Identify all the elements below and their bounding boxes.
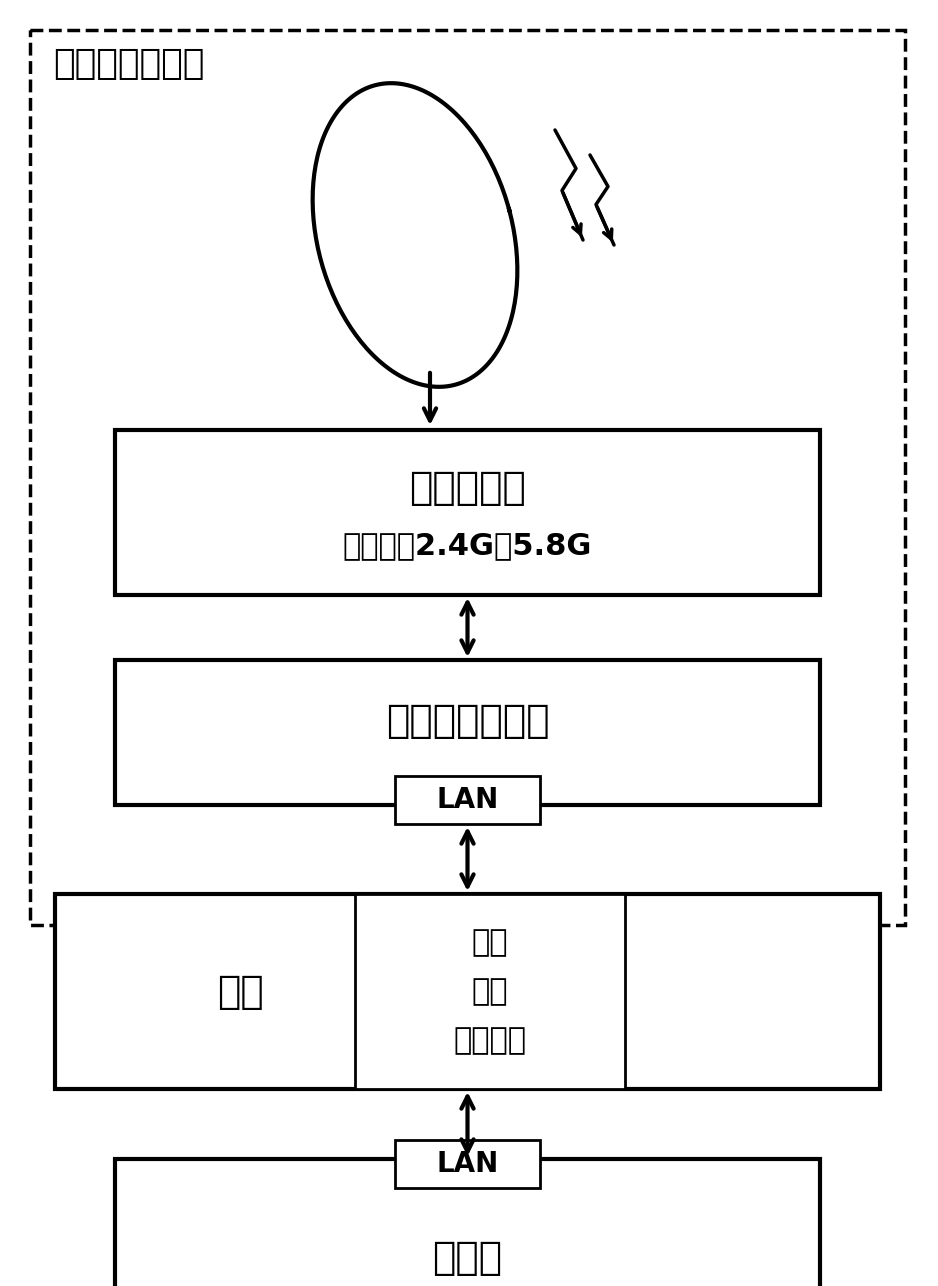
Text: 嵌入式主控模块: 嵌入式主控模块 <box>386 702 550 739</box>
Bar <box>30 30 905 925</box>
Bar <box>395 1139 540 1188</box>
Bar <box>355 894 625 1089</box>
Bar <box>115 430 820 595</box>
Bar <box>115 660 820 805</box>
Bar <box>55 894 880 1089</box>
Text: 接收机模块: 接收机模块 <box>409 469 526 507</box>
Text: 上位机: 上位机 <box>432 1238 503 1277</box>
Bar <box>115 1159 820 1286</box>
Bar <box>395 775 540 824</box>
Text: LAN: LAN <box>436 786 499 814</box>
Text: 角度编码: 角度编码 <box>453 1026 526 1055</box>
Text: 双频段探测设备: 双频段探测设备 <box>53 48 204 81</box>
Text: LAN: LAN <box>436 1150 499 1178</box>
Text: 电机: 电机 <box>472 977 508 1006</box>
Text: 探测频段2.4G和5.8G: 探测频段2.4G和5.8G <box>342 531 592 559</box>
Text: 滑环: 滑环 <box>472 928 508 957</box>
Text: 转台: 转台 <box>217 972 264 1011</box>
